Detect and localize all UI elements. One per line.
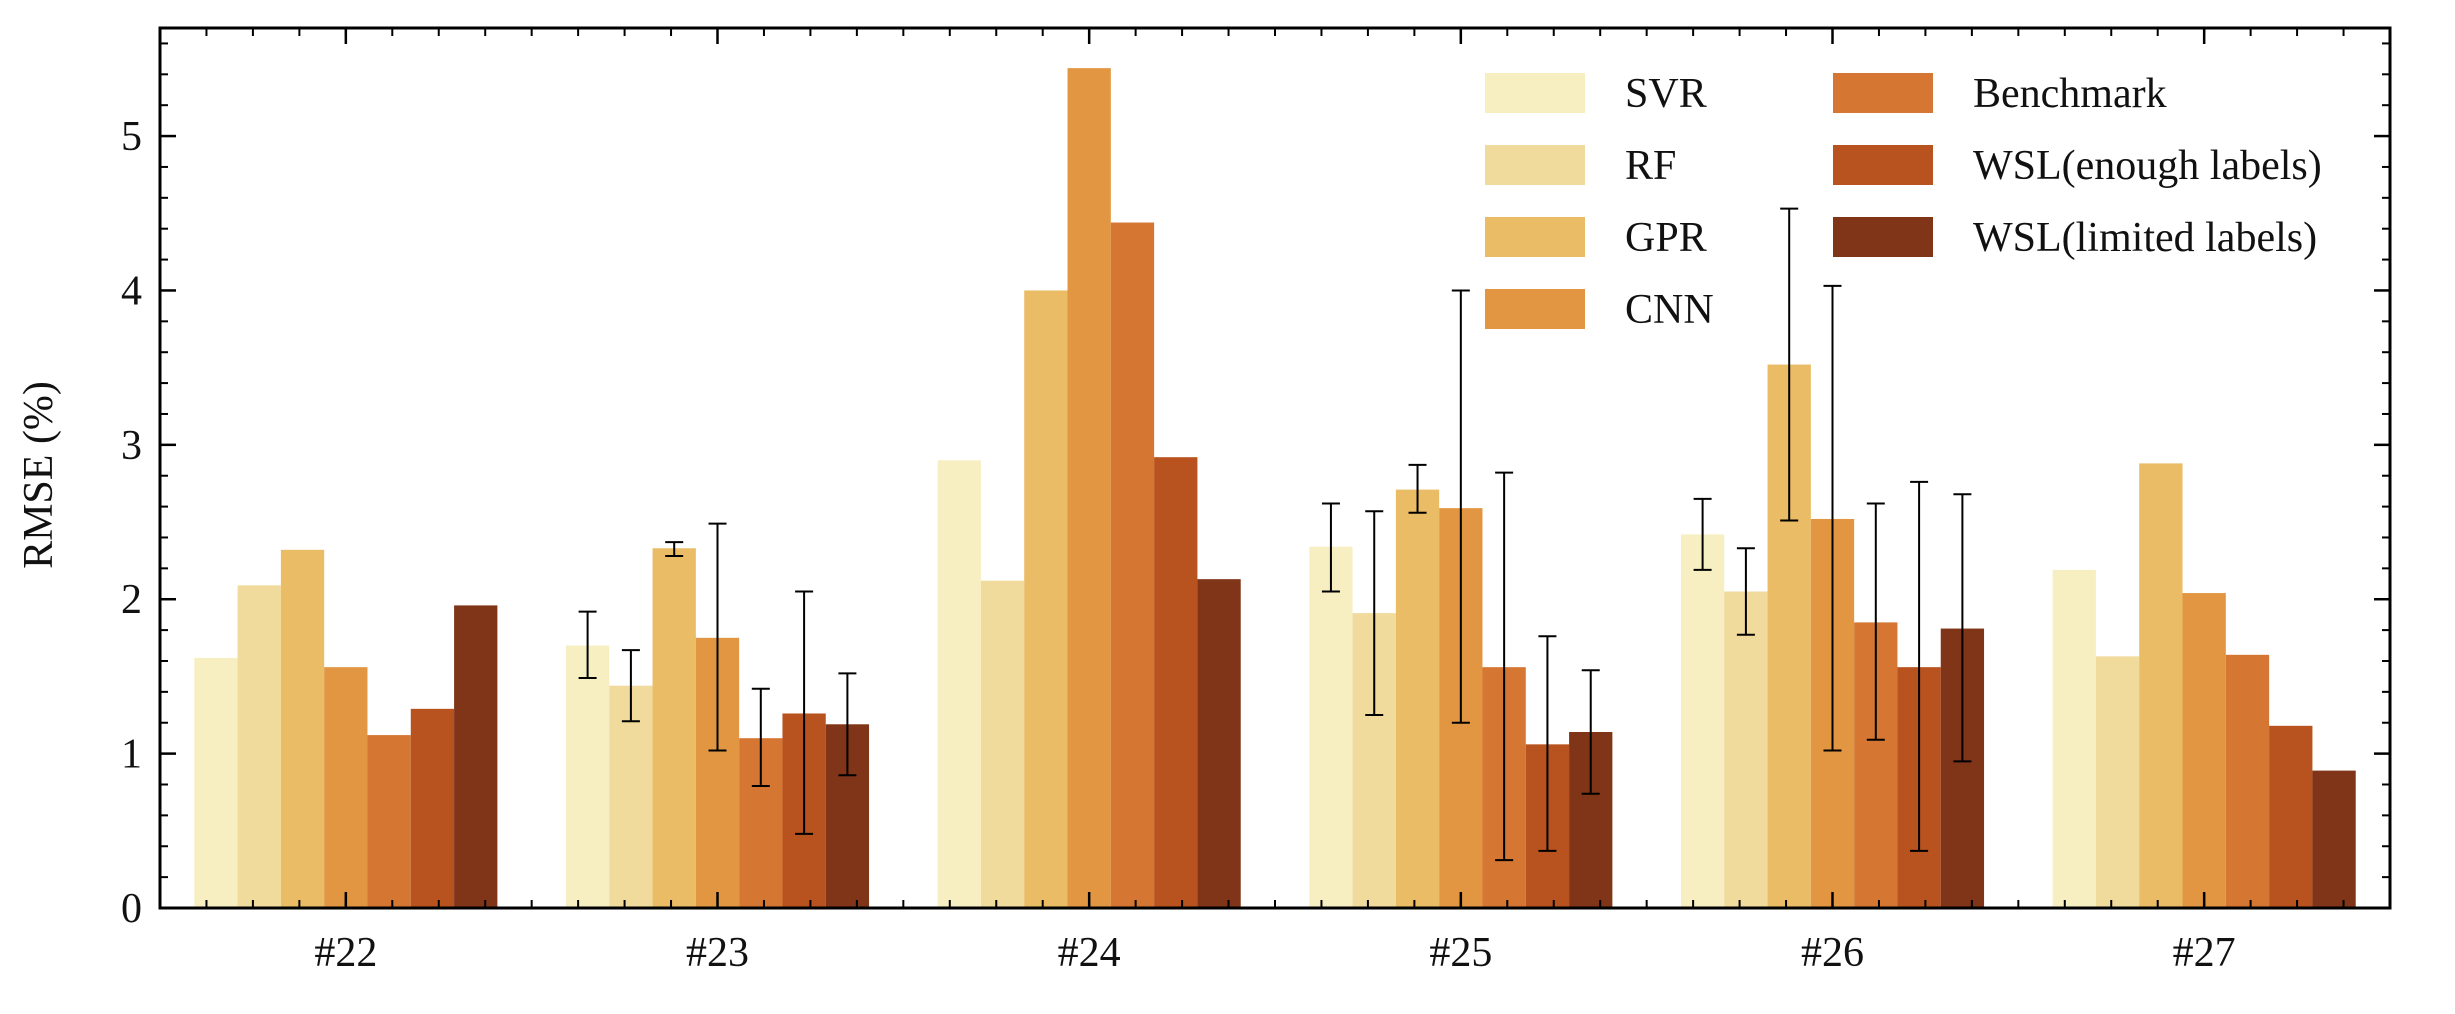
errorbar-wsl-limited-labels-26 — [1953, 493, 1972, 763]
bar-svr-27 — [2052, 569, 2096, 908]
y-tick-label: 3 — [121, 423, 142, 469]
legend-item-cnn: CNN — [1485, 287, 1714, 333]
legend-swatch-gpr — [1485, 217, 1585, 257]
errorbar-svr-26 — [1693, 497, 1712, 571]
legend-label-wsl-enough-labels: WSL(enough labels) — [1973, 143, 2322, 189]
legend-swatch-rf — [1485, 145, 1585, 185]
bar-gpr-22 — [280, 549, 325, 908]
legend-label-gpr: GPR — [1625, 215, 1707, 261]
errorbar-wsl-limited-labels-23 — [838, 672, 857, 777]
legend-label-svr: SVR — [1625, 71, 1707, 117]
y-tick-label: 2 — [121, 577, 142, 623]
legend-swatch-wsl-limited-labels — [1833, 217, 1933, 257]
errorbar-rf-23 — [621, 649, 640, 723]
x-tick-label-24: #24 — [1058, 930, 1121, 976]
error-bars-layer — [578, 207, 1972, 862]
legend: SVR RF GPR CNN Benchmark WSL(enough labels) WS… — [1485, 71, 2322, 333]
bar-gpr-24 — [1024, 290, 1068, 909]
bars-layer — [194, 68, 2356, 909]
legend-swatch-wsl-enough-labels — [1833, 145, 1933, 185]
errorbar-benchmark-26 — [1866, 502, 1885, 741]
legend-label-rf: RF — [1625, 143, 1676, 189]
legend-item-benchmark: Benchmark — [1833, 71, 2167, 117]
bar-wsl-limited-labels-27 — [2312, 770, 2356, 908]
bar-wsl-enough-labels-22 — [410, 708, 455, 908]
legend-label-cnn: CNN — [1625, 287, 1714, 333]
legend-label-wsl-limited-labels: WSL(limited labels) — [1973, 215, 2317, 261]
errorbar-gpr-26 — [1780, 207, 1799, 522]
errorbar-wsl-limited-labels-25 — [1581, 669, 1600, 795]
errorbar-gpr-25 — [1408, 463, 1427, 514]
errorbar-benchmark-25 — [1495, 471, 1514, 862]
bar-benchmark-24 — [1110, 222, 1155, 908]
bar-rf-27 — [2095, 656, 2140, 908]
y-tick-label: 0 — [121, 886, 142, 932]
x-tick-label-25: #25 — [1429, 930, 1492, 976]
bar-rf-24 — [980, 580, 1025, 908]
bar-rf-22 — [237, 585, 281, 908]
legend-item-svr: SVR — [1485, 71, 1707, 117]
bar-svr-25 — [1309, 546, 1353, 908]
bar-svr-22 — [194, 657, 238, 908]
axes-layer: 0 1 2 3 4 5 #22 #23 #24 #25 #26 #27 — [121, 26, 2392, 976]
bar-benchmark-22 — [367, 735, 411, 908]
legend-item-rf: RF — [1485, 143, 1676, 189]
bar-rf-23 — [609, 685, 653, 908]
y-tick-label: 5 — [121, 114, 142, 160]
bar-benchmark-27 — [2225, 654, 2270, 908]
y-tick-label: 4 — [121, 268, 142, 314]
bar-gpr-23 — [652, 548, 696, 908]
bar-wsl-enough-labels-27 — [2269, 725, 2313, 908]
y-axis-title: RMSE (%) — [16, 381, 62, 569]
legend-swatch-cnn — [1485, 289, 1585, 329]
errorbar-svr-23 — [578, 610, 597, 679]
legend-item-wsl-enough-labels: WSL(enough labels) — [1833, 143, 2322, 189]
bar-svr-24 — [937, 460, 981, 908]
errorbar-wsl-enough-labels-25 — [1538, 635, 1557, 852]
bar-wsl-limited-labels-22 — [454, 605, 498, 908]
bar-rf-26 — [1724, 591, 1768, 908]
legend-swatch-svr — [1485, 73, 1585, 113]
y-tick-label: 1 — [121, 732, 142, 778]
bar-cnn-22 — [324, 667, 368, 908]
legend-item-wsl-limited-labels: WSL(limited labels) — [1833, 215, 2317, 261]
x-tick-label-27: #27 — [2173, 930, 2236, 976]
bar-cnn-27 — [2182, 593, 2226, 908]
legend-item-gpr: GPR — [1485, 215, 1707, 261]
errorbar-wsl-enough-labels-23 — [795, 590, 814, 835]
errorbar-rf-26 — [1736, 547, 1755, 636]
errorbar-cnn-25 — [1451, 289, 1470, 724]
legend-label-benchmark: Benchmark — [1973, 71, 2167, 117]
errorbar-wsl-enough-labels-26 — [1910, 480, 1929, 852]
errorbar-benchmark-23 — [751, 687, 770, 788]
bar-svr-26 — [1680, 534, 1725, 908]
bar-svr-23 — [565, 645, 610, 908]
legend-swatch-benchmark — [1833, 73, 1933, 113]
bar-gpr-25 — [1395, 489, 1440, 908]
errorbar-cnn-23 — [708, 522, 727, 752]
bar-cnn-24 — [1067, 68, 1111, 908]
x-tick-label-22: #22 — [314, 930, 377, 976]
bar-wsl-enough-labels-24 — [1154, 457, 1198, 908]
bar-gpr-27 — [2139, 463, 2183, 908]
x-tick-label-23: #23 — [686, 930, 749, 976]
bar-wsl-limited-labels-24 — [1197, 579, 1241, 908]
x-tick-label-26: #26 — [1801, 930, 1864, 976]
errorbar-cnn-26 — [1823, 284, 1842, 752]
errorbar-svr-25 — [1321, 502, 1340, 593]
errorbar-gpr-23 — [665, 541, 684, 557]
errorbar-rf-25 — [1365, 510, 1384, 717]
